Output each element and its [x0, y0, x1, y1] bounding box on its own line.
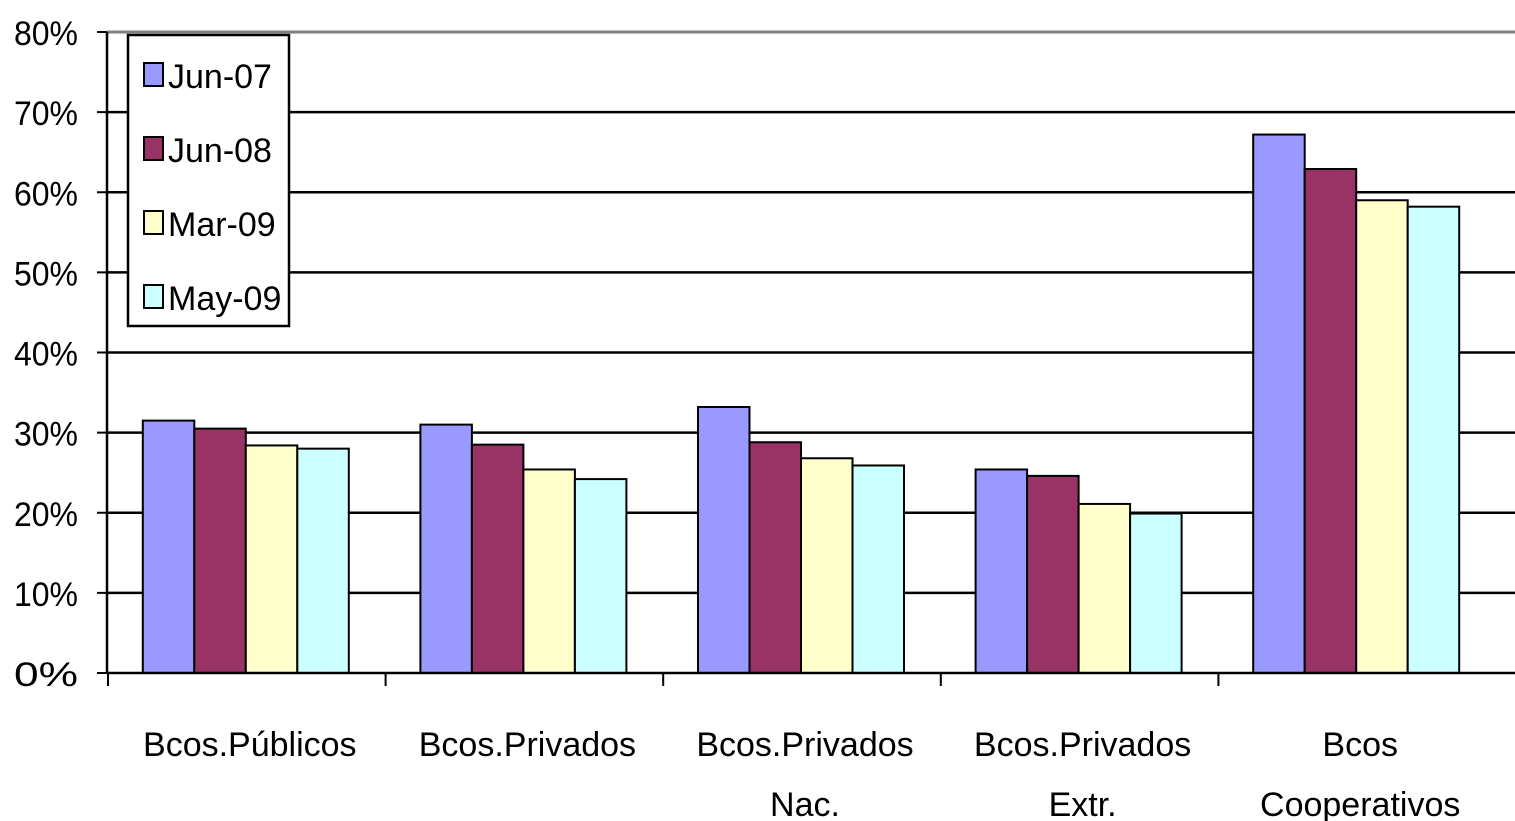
- bar-jun-08: [1303, 168, 1358, 674]
- legend-label: May-09: [168, 280, 281, 318]
- y-tick-labels: 0% 10% 20% 30% 40% 50% 60% 70% 80%: [14, 15, 78, 694]
- legend-label: Mar-09: [168, 206, 276, 244]
- bar-mar-09: [522, 468, 576, 675]
- legend-label: Jun-07: [168, 58, 272, 96]
- x-tick-labels: Bcos.Públicos Bcos.Privados Bcos.Privados N…: [143, 726, 1460, 821]
- bar-may-09: [1129, 512, 1183, 675]
- bar-mar-09: [800, 457, 854, 675]
- y-tick-label: 80%: [14, 15, 78, 53]
- bar-jun-08: [1026, 474, 1080, 674]
- y-tick-label: 10%: [14, 576, 78, 614]
- x-tick-label: Bcos: [1322, 726, 1398, 764]
- y-tick-label: 0%: [14, 656, 78, 694]
- legend-swatch: [143, 284, 164, 309]
- bar-jun-07: [974, 468, 1029, 675]
- y-tick-label: 40%: [14, 336, 78, 374]
- legend-label: Jun-08: [168, 132, 272, 170]
- bar-mar-09: [1077, 502, 1132, 674]
- legend-swatch: [143, 62, 164, 87]
- bar-may-09: [296, 447, 350, 674]
- y-tick-label: 60%: [14, 175, 78, 213]
- bar-jun-07: [1252, 133, 1306, 674]
- x-tick-label: Extr.: [1049, 786, 1117, 821]
- bar-jun-07: [697, 405, 751, 674]
- y-tick-label: 70%: [14, 95, 78, 133]
- y-tick-label: 50%: [14, 255, 78, 293]
- x-tick-label: Cooperativos: [1260, 786, 1460, 821]
- y-tick-label: 30%: [14, 416, 78, 454]
- bar-jun-08: [193, 427, 247, 674]
- bar-jun-07: [141, 419, 196, 675]
- legend-swatch: [143, 136, 164, 161]
- y-tick-label: 20%: [14, 496, 78, 534]
- bar-may-09: [851, 464, 905, 674]
- bar-may-09: [1406, 205, 1461, 675]
- legend: Jun-07 Jun-08 Mar-09 May-09: [126, 33, 291, 328]
- legend-swatch: [143, 210, 164, 235]
- x-tick-label: Bcos.Privados: [696, 726, 913, 764]
- x-tick-label: Bcos.Privados: [419, 726, 636, 764]
- bar-jun-08: [470, 443, 525, 674]
- x-tick-label: Bcos.Privados: [974, 726, 1191, 764]
- bar-may-09: [573, 478, 628, 674]
- bar-jun-07: [419, 423, 473, 674]
- bar-mar-09: [244, 444, 299, 674]
- bar-mar-09: [1355, 199, 1409, 674]
- x-tick-label: Bcos.Públicos: [143, 726, 357, 764]
- x-tick-label: Nac.: [770, 786, 840, 821]
- axes: [97, 31, 1515, 686]
- bars: [141, 133, 1461, 675]
- bar-jun-08: [748, 441, 802, 674]
